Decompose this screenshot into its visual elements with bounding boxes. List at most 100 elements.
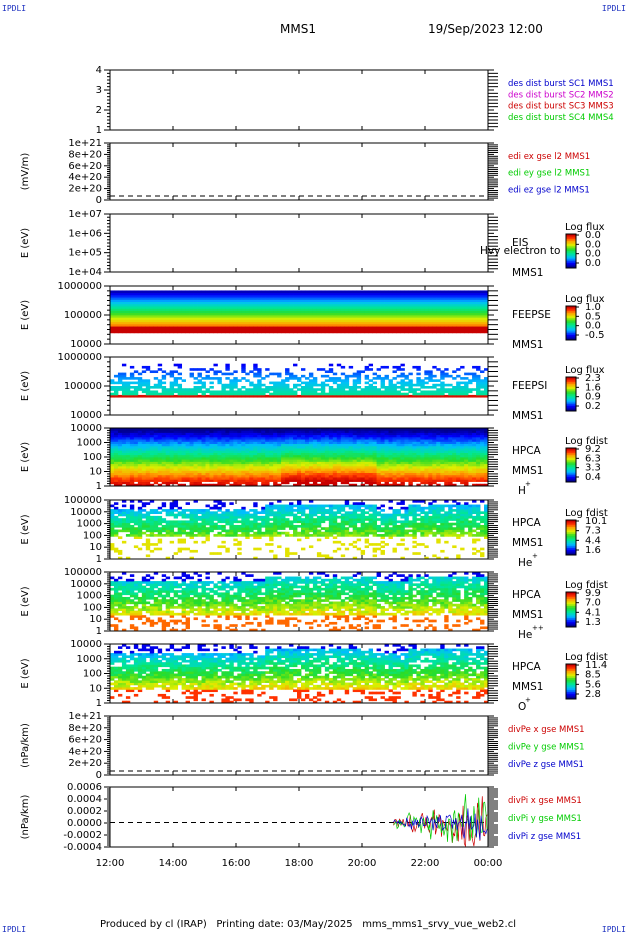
spectrogram-cell [213, 430, 218, 433]
spectrogram-cell [412, 465, 417, 469]
spectrogram-cell [376, 323, 381, 327]
spectrogram-cell [161, 310, 167, 314]
spectrogram-cell [285, 479, 290, 482]
spectrogram-cell [141, 308, 147, 311]
spectrogram-cell [348, 430, 354, 433]
spectrogram-cell [340, 365, 346, 369]
spectrogram-cell [209, 392, 214, 396]
spectrogram-cell [277, 459, 282, 462]
spectrogram-cell [472, 290, 477, 294]
spectrogram-cell [209, 439, 214, 442]
spectrogram-cell [332, 428, 338, 431]
ytick-label: 1 [96, 125, 102, 136]
spectrogram-cell [197, 297, 202, 300]
spectrogram-cell [388, 319, 393, 323]
spectrogram-cell [472, 377, 477, 380]
spectrogram-cell [432, 379, 437, 382]
spectrogram-cell [145, 434, 151, 438]
spectrogram-cell [169, 290, 175, 294]
spectrogram-cell [189, 310, 194, 314]
spectrogram-cell [197, 459, 202, 462]
spectrogram-cell [245, 312, 250, 316]
spectrogram-cell [269, 381, 274, 385]
spectrogram-cell [368, 474, 374, 478]
spectrogram-cell [225, 383, 230, 387]
colorbar-swatch [566, 336, 576, 339]
spectrogram-cell [293, 450, 298, 453]
spectrogram-cell [209, 461, 214, 465]
spectrogram-cell [368, 388, 374, 391]
spectrogram-cell [129, 392, 135, 396]
spectrogram-cell [229, 436, 234, 440]
spectrogram-cell [197, 315, 202, 318]
spectrogram-cell [261, 454, 266, 458]
spectrogram-cell [424, 330, 429, 334]
spectrogram-cell [225, 290, 230, 294]
spectrogram-cell [193, 439, 198, 442]
spectrogram-cell [416, 394, 421, 398]
spectrogram-cell [205, 377, 210, 380]
spectrogram-cell [348, 468, 354, 471]
spectrogram-cell [129, 308, 135, 311]
spectrogram-cell [448, 317, 453, 320]
spectrogram-cell [344, 310, 350, 314]
spectrogram-cell [420, 328, 425, 332]
spectrogram-cell [380, 452, 385, 456]
spectrogram-cell [285, 292, 290, 296]
colorbar-swatch [566, 249, 576, 252]
spectrogram-cell [229, 428, 234, 431]
spectrogram-cell [312, 299, 318, 303]
spectrogram-cell [113, 428, 119, 431]
spectrogram-cell [133, 312, 139, 316]
spectrogram-cell [448, 330, 453, 334]
spectrogram-cell [193, 388, 198, 391]
colorbar-swatch [566, 234, 576, 237]
spectrogram-cell [129, 454, 135, 458]
colorbar-swatch [566, 237, 576, 240]
spectrogram-cell [189, 450, 194, 453]
spectrogram-cell [464, 326, 469, 329]
spectrogram-cell [336, 308, 342, 311]
spectrogram-cell [352, 317, 358, 320]
spectrogram-cell [261, 377, 266, 380]
spectrogram-cell [472, 310, 477, 314]
colorbar-swatch [566, 319, 576, 322]
colorbar-swatch [566, 264, 576, 267]
spectrogram-cell [297, 443, 302, 447]
spectrogram-cell [380, 434, 385, 438]
spectrogram-cell [312, 461, 318, 465]
spectrogram-cell [412, 432, 417, 436]
spectrogram-cell [213, 477, 218, 480]
spectrogram-cell [452, 328, 457, 332]
spectrogram-cell [217, 434, 222, 438]
spectrogram-cell [225, 428, 230, 431]
spectrogram-cell [165, 388, 171, 391]
spectrogram-cell [408, 321, 413, 325]
spectrogram-cell [285, 383, 290, 387]
spectrogram-cell [241, 481, 246, 485]
spectrogram-cell [372, 330, 377, 334]
spectrogram-cell [293, 448, 298, 451]
spectrogram-cell [217, 479, 222, 482]
spectrogram-cell [201, 461, 206, 465]
spectrogram-cell [392, 428, 397, 431]
spectrogram-cell [169, 308, 175, 311]
colorbar-tick-label: -0.5 [585, 330, 605, 341]
spectrogram-cell [344, 392, 350, 396]
spectrogram-cell [133, 388, 139, 391]
spectrogram-cell [113, 299, 119, 303]
spectrogram-cell [201, 430, 206, 433]
spectrogram-cell [181, 454, 186, 458]
spectrogram-cell [273, 330, 278, 334]
spectrogram-cell [113, 479, 119, 482]
spectrogram-cell [384, 441, 389, 445]
spectrogram-cell [424, 370, 429, 374]
spectrogram-cell [213, 308, 218, 311]
spectrogram-cell [472, 297, 477, 300]
spectrogram-cell [177, 436, 183, 440]
spectrogram-cell [141, 472, 147, 476]
spectrogram-cell [396, 450, 401, 453]
spectrogram-cell [436, 321, 441, 325]
spectrogram-cell [416, 319, 421, 323]
spectrogram-cell [181, 292, 186, 296]
